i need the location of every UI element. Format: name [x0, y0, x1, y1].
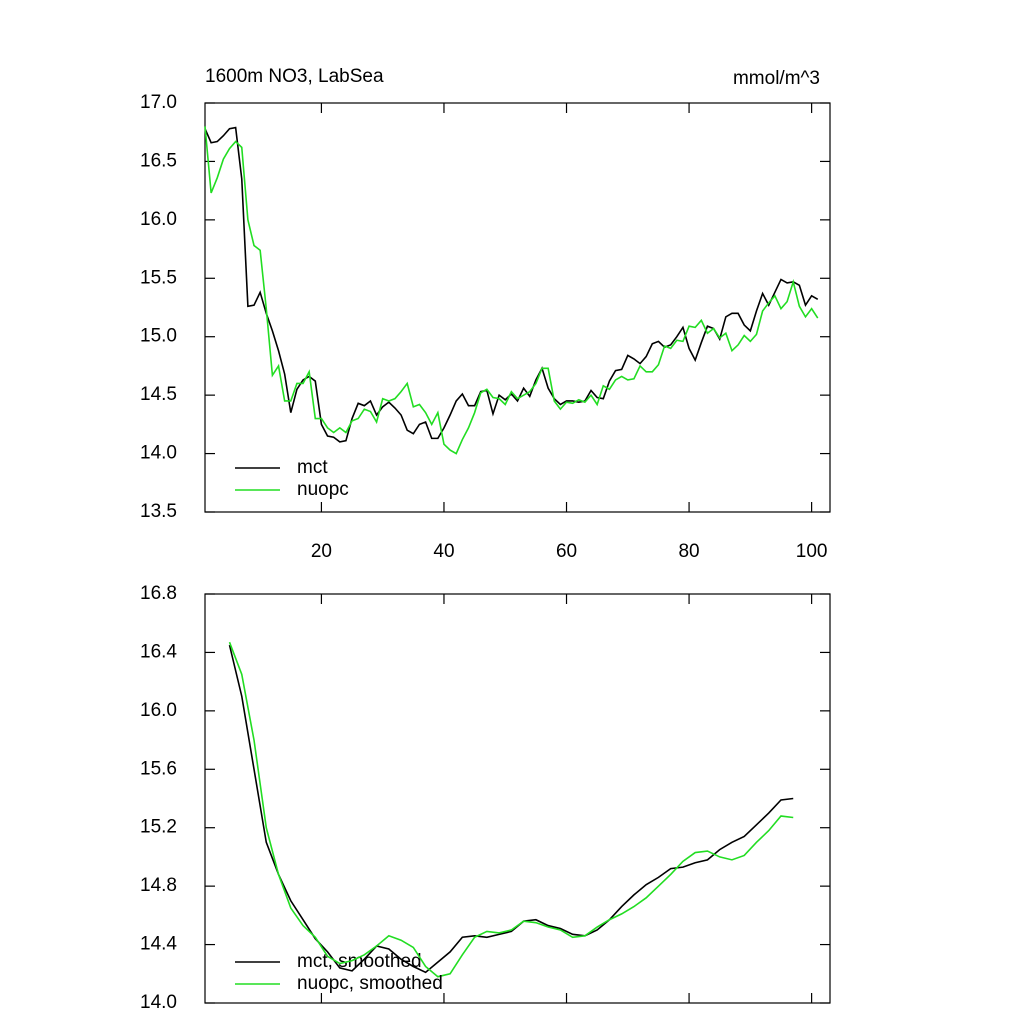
legend-label: mct — [297, 457, 328, 478]
x-tick-label: 100 — [796, 541, 828, 562]
y-tick-label: 14.4 — [140, 934, 177, 955]
y-tick-label: 15.6 — [140, 758, 177, 779]
legend-label: nuopc — [297, 479, 349, 500]
y-tick-label: 14.0 — [140, 992, 177, 1013]
y-tick-label: 14.0 — [140, 443, 177, 464]
y-tick-label: 16.8 — [140, 583, 177, 604]
data-line — [204, 126, 819, 443]
y-tick-label: 15.0 — [140, 326, 177, 347]
plot-frame — [204, 593, 831, 1004]
y-tick-label: 14.5 — [140, 384, 177, 405]
plot-frame — [204, 102, 831, 513]
legend-label: mct, smoothed — [297, 951, 422, 972]
y-tick-label: 16.5 — [140, 150, 177, 171]
data-line — [204, 126, 819, 455]
y-tick-label: 13.5 — [140, 501, 177, 522]
y-tick-label: 16.0 — [140, 209, 177, 230]
x-tick-label: 20 — [311, 541, 332, 562]
legend-label: nuopc, smoothed — [297, 973, 443, 994]
y-tick-label: 16.0 — [140, 700, 177, 721]
y-tick-label: 15.2 — [140, 817, 177, 838]
x-tick-label: 40 — [433, 541, 454, 562]
x-tick-label: 80 — [678, 541, 699, 562]
data-line — [228, 641, 794, 978]
y-tick-label: 16.4 — [140, 641, 177, 662]
units-label: mmol/m^3 — [733, 68, 820, 89]
y-tick-label: 15.5 — [140, 267, 177, 288]
x-tick-label: 60 — [556, 541, 577, 562]
chart-title: 1600m NO3, LabSea — [205, 66, 384, 87]
y-tick-label: 14.8 — [140, 875, 177, 896]
data-line — [228, 644, 794, 974]
y-tick-label: 17.0 — [140, 92, 177, 113]
